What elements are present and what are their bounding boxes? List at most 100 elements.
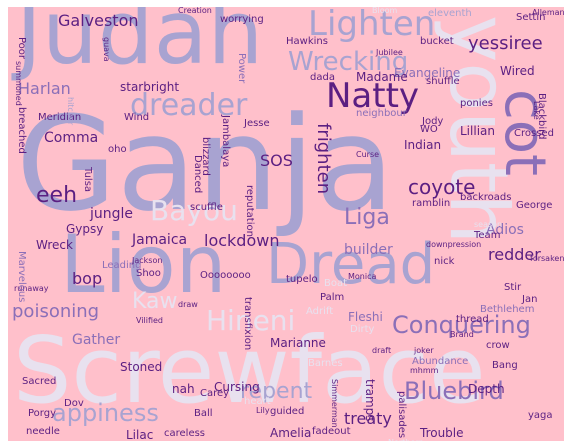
cloud-word: Evangeline <box>394 66 461 80</box>
cloud-word: Jamaica <box>132 232 188 248</box>
cloud-word: jungle <box>90 206 134 222</box>
cloud-word: Adios <box>486 222 524 238</box>
cloud-word: Power <box>236 53 247 84</box>
cloud-word: draft <box>372 346 392 355</box>
cloud-word: Jubilee <box>376 48 403 57</box>
cloud-word: George <box>516 200 553 211</box>
cloud-word: eleventh <box>428 8 472 19</box>
cloud-word: Danced <box>192 155 203 194</box>
cloud-word: Galveston <box>58 11 139 30</box>
cloud-word: Trouble <box>420 426 464 440</box>
cloud-word: Settin <box>516 12 546 23</box>
cloud-word: summoned <box>14 61 23 106</box>
cloud-word: downpression <box>426 240 482 249</box>
cloud-word: yaga <box>528 410 553 421</box>
cloud-word: Harlan <box>18 79 71 98</box>
cloud-word: Judah <box>16 7 264 84</box>
cloud-word: Kaw <box>132 289 178 314</box>
cloud-word: Screwface <box>13 317 486 424</box>
cloud-word: Madame <box>356 70 408 84</box>
cloud-word: Cursing <box>214 380 260 394</box>
cloud-word: heart <box>244 396 271 407</box>
cloud-word: SOS <box>260 151 293 170</box>
cloud-word: Lillian <box>460 124 495 138</box>
cloud-word: needle <box>26 426 60 437</box>
cloud-word: coyote <box>408 175 476 199</box>
cloud-word: lockdown <box>204 231 280 250</box>
cloud-word: Dread <box>266 232 436 297</box>
cloud-word: palisades <box>396 391 407 439</box>
cloud-word: Conquering <box>392 311 531 339</box>
cloud-word: Dirty <box>350 324 375 335</box>
cloud-word: redder <box>488 245 541 264</box>
cloud-word: reputation <box>244 185 255 237</box>
cloud-word: shuffle <box>426 76 460 87</box>
cloud-word: hitcher <box>66 97 75 126</box>
cloud-word: Indian <box>404 138 442 152</box>
cloud-word: Wind <box>124 112 150 123</box>
cloud-word: repent <box>240 379 313 404</box>
cloud-word: Creation <box>178 7 212 15</box>
cloud-word: forsaken <box>530 254 564 263</box>
cloud-word: Lily <box>256 406 270 415</box>
cloud-word: Crossed <box>514 128 554 139</box>
cloud-word: careless <box>164 428 206 439</box>
cloud-word: nah <box>172 382 195 396</box>
cloud-word: Liga <box>344 205 390 230</box>
cloud-word: Brand <box>450 330 474 339</box>
cloud-word: Jesse <box>244 118 270 129</box>
cloud-word: Boat <box>324 278 348 289</box>
cloud-word: frighten <box>313 123 334 195</box>
cloud-word: Lion <box>60 218 227 311</box>
cloud-word: Bluebird <box>404 377 504 405</box>
cloud-word: Bloom <box>372 7 398 15</box>
cloud-word: Ball <box>194 408 213 419</box>
cloud-word: dreader <box>130 88 248 123</box>
cloud-word: poisoning <box>12 301 100 322</box>
cloud-word: Palm <box>320 292 345 303</box>
cloud-word: crow <box>486 340 510 351</box>
cloud-word: Leading <box>102 260 142 271</box>
cloud-word: transfixion <box>242 297 253 351</box>
cloud-word: Lake <box>532 101 541 120</box>
cloud-word: Carey <box>200 388 230 399</box>
cloud-word: fadeout <box>312 426 351 437</box>
cloud-word: Barnes <box>308 358 343 369</box>
cloud-word: Natty <box>326 76 420 116</box>
cloud-word: Marvelous <box>16 251 27 303</box>
cloud-word: starbright <box>120 80 180 94</box>
cloud-word: Wired <box>500 64 535 78</box>
cloud-word: Tulsa <box>82 167 93 193</box>
cloud-word: ramblin <box>412 198 451 209</box>
cloud-word: bop <box>72 269 103 288</box>
cloud-word: Bayou <box>150 194 238 227</box>
cloud-word: Hineni <box>206 304 296 337</box>
cloud-word: Hawkins <box>286 36 328 47</box>
cloud-word: Amelia <box>270 426 312 440</box>
cloud-word: nick <box>434 256 455 267</box>
cloud-word: Monica <box>348 272 377 281</box>
cloud-word: scuffle <box>190 202 223 213</box>
cloud-word: Fleshi <box>348 310 383 324</box>
cloud-word: eeh <box>36 183 78 208</box>
word-cloud: Screwface Ganja Judah Lion youth Dread cot Ligh… <box>8 7 564 441</box>
cloud-word: ponies <box>460 98 493 109</box>
cloud-word: season <box>474 220 503 229</box>
cloud-word: backroads <box>460 192 512 203</box>
cloud-word: guided <box>270 406 305 417</box>
cloud-word: Sacred <box>22 376 57 387</box>
cloud-word: Wrecking <box>288 47 409 77</box>
cloud-word: bucket <box>420 36 454 47</box>
cloud-word: Jambalaya <box>220 115 231 168</box>
cloud-word: Adrift <box>306 306 334 317</box>
cloud-word: yessiree <box>468 33 543 54</box>
cloud-word: dada <box>310 72 335 83</box>
cloud-word: Jody <box>422 116 444 127</box>
cloud-word: Curse <box>356 150 380 159</box>
cloud-word: Northern <box>388 439 424 442</box>
cloud-word: Vilified <box>136 316 164 325</box>
cloud-word: runaway <box>14 284 49 293</box>
cloud-word: Depth <box>468 382 505 396</box>
cloud-word: joker <box>414 346 434 355</box>
cloud-word: neighbour <box>356 108 407 119</box>
